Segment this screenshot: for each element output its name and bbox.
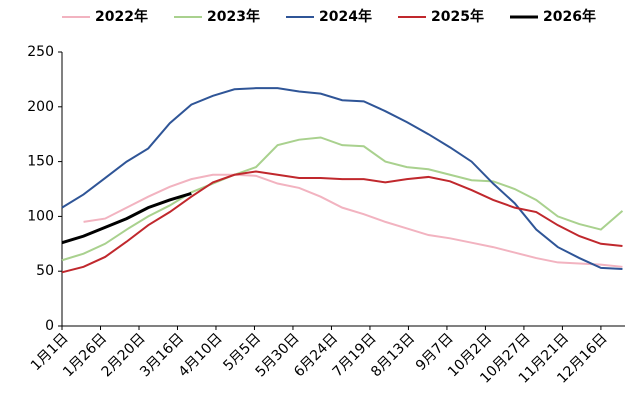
legend-label: 2023年: [207, 8, 260, 25]
y-tick-label: 250: [27, 44, 54, 60]
y-tick-label: 100: [27, 208, 54, 224]
y-tick-label: 50: [36, 263, 54, 279]
y-tick-label: 200: [27, 99, 54, 115]
legend-label: 2022年: [95, 8, 148, 25]
series-line: [61, 170, 623, 274]
legend-label: 2026年: [543, 8, 596, 25]
series-line: [61, 136, 624, 262]
y-tick-label: 150: [27, 154, 54, 170]
series-line: [83, 173, 623, 268]
legend-label: 2025年: [431, 8, 484, 25]
y-tick-label: 0: [45, 318, 54, 334]
legend-label: 2024年: [319, 8, 372, 25]
series-line: [61, 87, 623, 271]
series-line: [61, 191, 192, 245]
